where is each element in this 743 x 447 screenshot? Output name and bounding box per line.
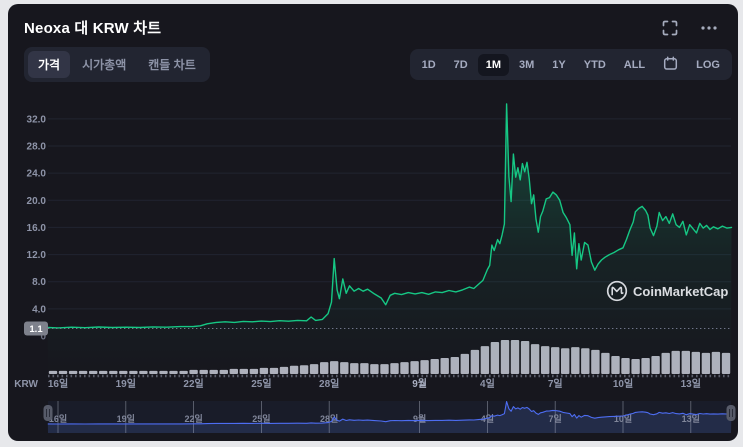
chart-card: Neoxa 대 KRW 차트 가격 시가총액 캔들 차트 1D 7D 1M 3M (8, 4, 738, 441)
header-actions (662, 20, 718, 36)
y-axis-zero-label: 0 (40, 332, 46, 343)
price-line (47, 103, 733, 329)
fullscreen-icon[interactable] (662, 20, 678, 36)
time-range-selector: 1D 7D 1M 3M 1Y YTD ALL LOG (409, 49, 732, 80)
log-scale-toggle[interactable]: LOG (688, 54, 728, 76)
price-chart[interactable]: 32.0 28.0 24.0 20.0 16.0 12.0 8.0 4.0 01.1 KRW 16일… (8, 90, 738, 434)
y-axis-label: 24.0 (27, 169, 47, 180)
navigator-date-label: 7일 (549, 413, 562, 424)
range-all-button[interactable]: ALL (616, 54, 653, 76)
range-7d-button[interactable]: 7D (446, 54, 476, 76)
more-menu-icon[interactable] (700, 20, 718, 36)
navigator-left-handle[interactable] (43, 405, 53, 421)
tab-market-cap[interactable]: 시가총액 (72, 51, 136, 78)
navigator-date-label: 16일 (49, 413, 67, 424)
x-axis-label: 7일 (548, 377, 563, 390)
coinmarketcap-logo-icon (611, 286, 624, 296)
x-axis-label: 28일 (319, 377, 339, 390)
tab-candle-chart[interactable]: 캔들 차트 (138, 51, 206, 78)
y-axis-label: 28.0 (27, 142, 47, 153)
fullscreen-icon-glyph (662, 20, 678, 35)
navigator-date-label: 10일 (614, 413, 632, 424)
range-ytd-button[interactable]: YTD (576, 54, 614, 76)
x-axis-label: 13일 (681, 377, 701, 390)
y-axis-label: 20.0 (27, 196, 47, 207)
navigator-date-label: 9월 (413, 413, 426, 424)
calendar-icon[interactable] (655, 53, 686, 76)
x-axis-label: 22일 (183, 377, 203, 390)
navigator-right-handle[interactable] (726, 405, 736, 421)
x-axis-label: 19일 (116, 377, 136, 390)
y-axis-label: 16.0 (27, 223, 47, 234)
x-axis-label: 4일 (480, 377, 495, 390)
chart-title: Neoxa 대 KRW 차트 (24, 20, 162, 37)
y-axis-label: 32.0 (27, 114, 47, 125)
current-price-badge: 1.1 (24, 321, 48, 336)
y-axis-label: 12.0 (27, 250, 47, 261)
chart-header: Neoxa 대 KRW 차트 (8, 4, 738, 38)
currency-label: KRW (14, 379, 38, 390)
ellipsis-icon-glyph (701, 25, 717, 30)
range-1d-button[interactable]: 1D (414, 54, 444, 76)
x-axis-label: 16일 (48, 377, 68, 390)
range-navigator[interactable]: 16일 19일 22일 25일 28일 9월 4일 7일 10일 13일 (43, 400, 736, 433)
range-3m-button[interactable]: 3M (511, 54, 542, 76)
navigator-area-fill (47, 401, 732, 433)
price-area-fill (47, 103, 732, 375)
range-1y-button[interactable]: 1Y (544, 54, 573, 76)
range-1m-button[interactable]: 1M (477, 53, 510, 76)
navigator-date-label: 25일 (252, 413, 270, 424)
coinmarketcap-watermark: CoinMarketCap (606, 280, 728, 302)
navigator-date-label: 28일 (320, 413, 338, 424)
y-axis-label: 8.0 (32, 277, 46, 288)
watermark-text: CoinMarketCap (633, 284, 728, 299)
x-axis: KRW 16일 19일 22일 25일 28일 9월 4일 7일 10일 13일 (14, 377, 701, 390)
navigator-date-label: 13일 (682, 413, 700, 424)
svg-text:1.1: 1.1 (29, 324, 43, 335)
y-axis: 32.0 28.0 24.0 20.0 16.0 12.0 8.0 4.0 0 (27, 114, 731, 343)
x-axis-label: 25일 (251, 377, 271, 390)
y-axis-label: 4.0 (32, 304, 46, 315)
navigator-line (47, 400, 732, 425)
chart-controls: 가격 시가총액 캔들 차트 1D 7D 1M 3M 1Y YTD ALL LOG (8, 47, 738, 82)
navigator-date-label: 19일 (117, 413, 135, 424)
calendar-icon-glyph (664, 56, 678, 70)
tab-price[interactable]: 가격 (28, 51, 71, 78)
x-axis-label: 9월 (412, 378, 427, 390)
navigator-date-label: 22일 (184, 413, 202, 424)
chart-type-tabs: 가격 시가총액 캔들 차트 (24, 47, 210, 82)
x-axis-label: 10일 (613, 377, 633, 390)
